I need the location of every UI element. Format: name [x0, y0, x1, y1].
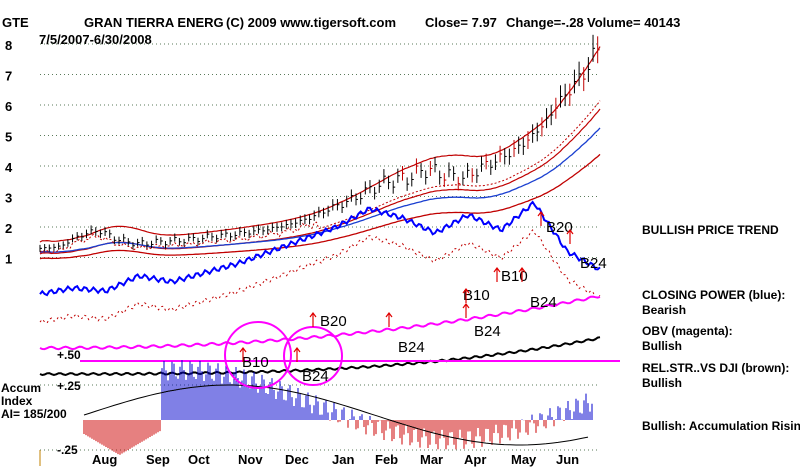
accum-tick-label: +.25: [57, 379, 81, 393]
signal-label: B10: [463, 287, 490, 304]
price-tick-label: 7: [5, 69, 12, 84]
buy-arrow-head: [293, 347, 301, 353]
date-range: 7/5/2007-6/30/2008: [39, 32, 152, 47]
signal-label: B20: [546, 219, 573, 236]
buy-arrow-head: [566, 229, 574, 235]
buy-arrow-head: [518, 267, 526, 273]
buy-arrow-head: [239, 347, 247, 353]
price-tick-label: 1: [5, 252, 12, 267]
buy-arrow-head: [462, 303, 470, 309]
month-label: Jun: [556, 452, 579, 467]
annotation-title: BULLISH PRICE TREND: [642, 223, 779, 237]
month-label: Feb: [375, 452, 398, 467]
upper-band: [39, 46, 601, 243]
month-label: Sep: [146, 452, 170, 467]
gridlines: [40, 43, 600, 451]
month-label: Jan: [332, 452, 354, 467]
stock-name: GRAN TIERRA ENERG: [84, 15, 224, 30]
signal-label: B24: [302, 368, 329, 385]
accum-label-line: Accum: [1, 381, 41, 395]
annotations: BULLISH PRICE TREND CLOSING POWER (blue):…: [642, 223, 800, 433]
accum-tick-label: -.25: [57, 443, 78, 457]
closing-power-line: [39, 200, 601, 297]
accumulation-histogram: [83, 321, 593, 455]
signal-label: B24: [398, 339, 425, 356]
buy-arrow-head: [385, 312, 393, 318]
buy-arrow-head: [493, 267, 501, 273]
accum-tick-label: +.50: [57, 348, 81, 362]
rel-strength-line: [39, 336, 601, 377]
signal-label: B20: [320, 313, 347, 330]
month-axis: Aug Sep Oct Nov Dec Jan Feb Mar Apr May Jun: [39, 450, 579, 467]
highlight-circle: [224, 321, 292, 389]
buy-arrow-head: [309, 312, 317, 318]
signal-label: B24: [530, 294, 557, 311]
obv-line: [39, 295, 601, 351]
annotation-value: Bearish: [642, 303, 686, 317]
annotation-title: OBV (magenta):: [642, 324, 733, 338]
accum-ma: [83, 384, 589, 446]
annotation-title: REL.STR..VS DJI (brown):: [642, 361, 789, 375]
cp-ma-dotted: [39, 229, 601, 324]
month-label: Apr: [464, 452, 486, 467]
annotation-title: CLOSING POWER (blue):: [642, 288, 785, 302]
copyright: (C) 2009 www.tigersoft.com: [226, 15, 396, 30]
price-tick-label: 5: [5, 130, 12, 145]
annotation-value: Bullish: [642, 339, 682, 353]
month-label: Nov: [238, 452, 263, 467]
closing-power: [39, 200, 601, 324]
dotted-ma: [39, 100, 601, 255]
change-value: Change=-.28: [506, 15, 584, 30]
price-tick-label: 8: [5, 38, 12, 53]
price-tick-label: 3: [5, 191, 12, 206]
buy-arrow-head: [537, 211, 545, 217]
accum-label-line: Index: [1, 394, 33, 408]
ticker: GTE: [2, 15, 29, 30]
month-label: Mar: [420, 452, 443, 467]
signal-label: B10: [242, 354, 269, 371]
price-axis: 8 7 6 5 4 3 2 1 +.50 +.25 -.25: [5, 38, 81, 457]
signal-label: B24: [580, 255, 607, 272]
buy-arrow-head: [462, 288, 470, 294]
long-ma: [39, 153, 601, 260]
price-tick-label: 4: [5, 160, 13, 175]
annotation-title: Bullish: Accumulation Rising: [642, 419, 800, 433]
signal-label: B10: [501, 268, 528, 285]
annotation-value: Bullish: [642, 376, 682, 390]
signal-label: B24: [474, 323, 501, 340]
month-label: Aug: [92, 452, 117, 467]
month-label: May: [511, 452, 537, 467]
price-tick-label: 2: [5, 221, 12, 236]
volume-value: Volume= 40143: [587, 15, 680, 30]
month-label: Dec: [285, 452, 309, 467]
price-bars: [39, 34, 600, 252]
obv-line: [39, 295, 620, 377]
price-bands: [39, 46, 601, 260]
close-value: Close= 7.97: [425, 15, 497, 30]
month-label: Oct: [188, 452, 210, 467]
price-tick-label: 6: [5, 99, 12, 114]
accum-label-line: AI= 185/200: [1, 407, 67, 421]
